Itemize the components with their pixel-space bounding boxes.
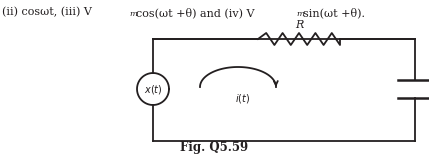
Text: $x(t)$: $x(t)$ [144,83,162,96]
Text: m: m [296,10,304,18]
Text: R: R [295,20,303,30]
Text: (ii) cosωt, (iii) V: (ii) cosωt, (iii) V [2,7,92,17]
Text: Fig. Q5.59: Fig. Q5.59 [181,141,248,154]
Text: m: m [129,10,137,18]
Text: $i(t)$: $i(t)$ [236,92,251,105]
Text: cos(ωt +θ) and (iv) V: cos(ωt +θ) and (iv) V [136,7,254,18]
Text: sin(ωt +θ).: sin(ωt +θ). [303,7,365,18]
